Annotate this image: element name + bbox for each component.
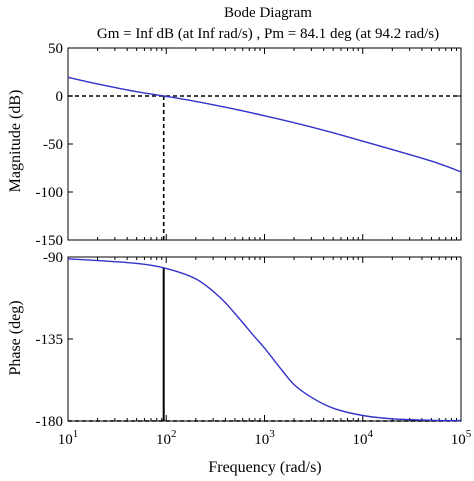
x-tick-label: 101	[58, 428, 79, 448]
phase-axes-box	[67, 256, 462, 422]
phase-y-tick-label: -135	[36, 332, 64, 348]
chart-title: Bode Diagram	[224, 5, 312, 21]
magnitude-y-tick-label: -150	[36, 233, 64, 249]
x-tick-label: 104	[353, 428, 374, 448]
magnitude-y-tick-label: 50	[48, 41, 63, 57]
phase-y-tick-label: -180	[36, 414, 64, 430]
frequency-axis-label: Frequency (rad/s)	[208, 459, 321, 476]
magnitude-y-tick-label: 0	[56, 89, 64, 105]
phase-series-line	[67, 258, 462, 422]
phase-y-tick-label: -90	[43, 250, 63, 266]
x-tick-label: 102	[156, 428, 177, 448]
magnitude-axes-box	[67, 47, 462, 241]
x-tick-label: 105	[451, 428, 472, 448]
x-tick-label: 103	[254, 428, 275, 448]
magnitude-y-tick-label: -50	[43, 137, 63, 153]
magnitude-panel: 50 0 -50 -100 -150	[36, 41, 462, 249]
magnitude-series-line	[67, 76, 462, 173]
magnitude-axis-label: Magnitude (dB)	[7, 90, 24, 193]
phase-axis-label: Phase (deg)	[7, 300, 24, 375]
chart-subtitle: Gm = Inf dB (at Inf rad/s) , Pm = 84.1 d…	[97, 26, 439, 42]
magnitude-y-tick-label: -100	[36, 185, 64, 201]
